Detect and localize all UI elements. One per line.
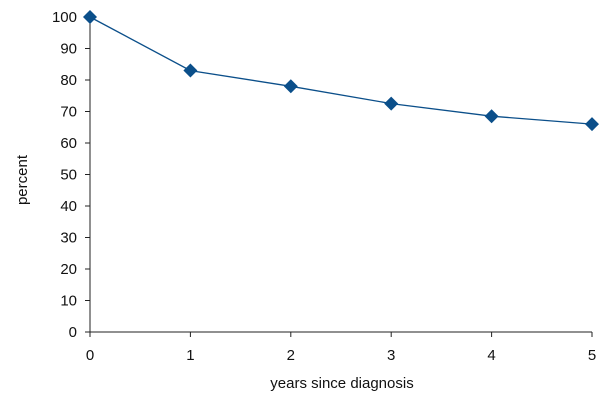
y-tick-label: 70 [60,104,77,121]
data-point-marker [585,117,599,132]
y-tick-label: 30 [60,230,77,247]
x-tick-label: 4 [487,347,495,364]
x-tick-label: 0 [86,347,94,364]
data-point-marker [384,96,399,111]
y-tick-label: 0 [69,324,77,341]
y-tick-label: 20 [60,261,77,278]
series-layer [83,10,599,132]
data-point-marker [83,10,97,24]
y-axis-ticks: 0 10 20 30 40 50 60 70 80 90 100 [52,9,90,341]
series-line [89,16,593,125]
y-tick-label: 10 [60,293,77,310]
y-tick-label: 60 [60,135,77,152]
y-tick-label: 90 [60,41,77,58]
y-tick-label: 50 [60,167,77,184]
data-point-marker [484,109,499,124]
y-tick-label: 40 [60,198,77,215]
data-point-marker [183,63,198,78]
y-tick-label: 100 [52,9,77,26]
x-axis-ticks: 0 1 2 3 4 5 [86,332,596,364]
data-point-marker [283,79,298,94]
x-axis-title: years since diagnosis [270,375,413,392]
y-axis-title: percent [14,154,31,205]
x-tick-label: 5 [588,347,596,364]
plot-area: 0 10 20 30 40 50 60 70 80 90 100 0 1 2 3 4 5 [52,9,599,364]
x-tick-label: 1 [186,347,194,364]
x-tick-label: 2 [287,347,295,364]
y-tick-label: 80 [60,72,77,89]
x-tick-label: 3 [387,347,395,364]
